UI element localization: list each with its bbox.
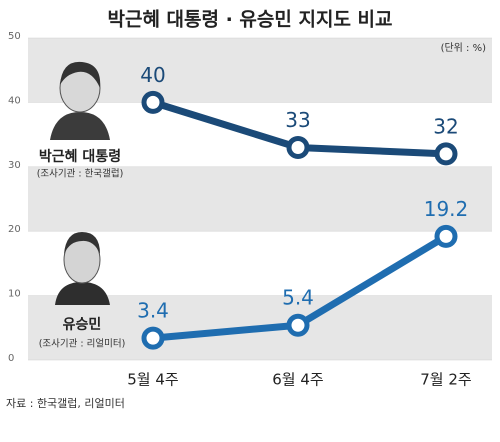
band <box>28 38 492 103</box>
y-tick-label: 20 <box>8 224 21 235</box>
x-tick-label: 6월 4주 <box>272 371 323 389</box>
point <box>141 90 165 114</box>
band <box>28 166 492 232</box>
x-tick-label: 7월 2주 <box>420 371 471 389</box>
value-label: 19.2 <box>424 197 469 221</box>
survey-note: (조사기관 : 리얼미터) <box>39 339 126 350</box>
point <box>141 326 165 350</box>
y-tick-label: 10 <box>8 289 21 300</box>
y-tick-label: 30 <box>8 160 21 171</box>
value-label: 40 <box>140 63 165 87</box>
portrait-2 <box>55 232 110 305</box>
unit-note: (단위 : %) <box>441 41 487 54</box>
source-note: 자료 : 한국갤럽, 리얼미터 <box>6 396 125 410</box>
y-tick-label: 40 <box>8 95 21 106</box>
point <box>434 142 458 166</box>
point <box>286 313 310 337</box>
legend-label: 박근혜 대통령 <box>39 148 121 165</box>
value-label: 5.4 <box>282 286 314 310</box>
portrait-1 <box>50 61 110 140</box>
value-label: 3.4 <box>137 299 169 323</box>
chart-title: 박근혜 대통령 · 유승민 지지도 비교 <box>107 9 392 31</box>
survey-note: (조사기관 : 한국갤럽) <box>37 168 124 180</box>
point <box>434 224 458 248</box>
legend-label: 유승민 <box>63 316 102 333</box>
y-tick-label: 50 <box>8 31 21 42</box>
value-label: 32 <box>433 114 458 138</box>
x-tick-label: 5월 4주 <box>127 371 178 389</box>
point <box>286 135 310 159</box>
band <box>28 231 492 296</box>
y-tick-label: 0 <box>8 353 14 364</box>
value-label: 33 <box>285 108 310 132</box>
